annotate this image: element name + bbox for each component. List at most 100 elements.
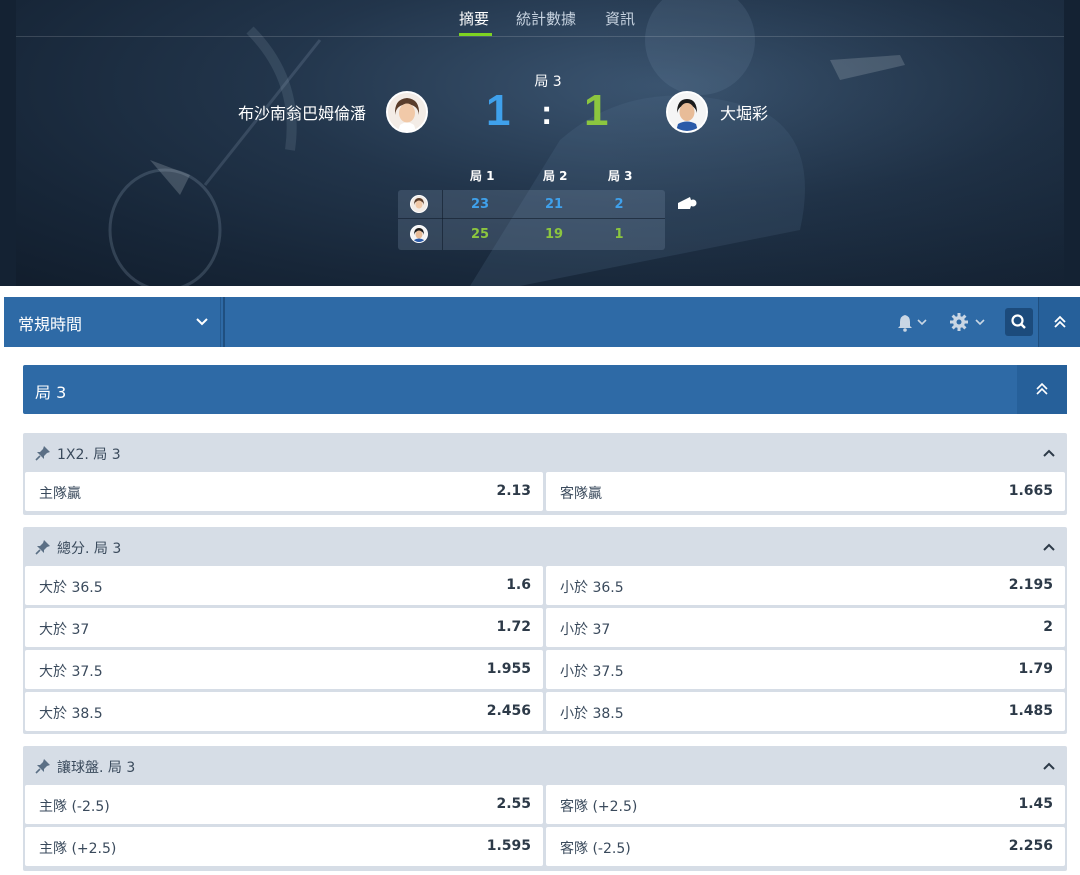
odd-value: 1.485 [1008, 703, 1053, 719]
home-score: 1 [486, 86, 511, 135]
tab-statistics[interactable]: 統計數據 [516, 10, 577, 28]
odd-label: 小於 37.5 [560, 664, 624, 680]
active-tab-underline [459, 33, 492, 36]
chevron-up-icon[interactable] [1041, 539, 1057, 555]
odd-button-under-38-5[interactable]: 小於 38.5 1.485 [546, 692, 1065, 731]
shuttlecock-icon [678, 197, 697, 209]
odd-value: 1.955 [486, 661, 531, 677]
odd-value: 2.456 [486, 703, 531, 719]
away-game2-score: 19 [544, 227, 564, 242]
odd-value: 1.6 [506, 577, 531, 593]
bell-icon [898, 315, 927, 332]
odd-label: 大於 38.5 [39, 706, 103, 722]
notifications-dropdown[interactable] [897, 311, 933, 333]
away-player-avatar [666, 91, 708, 133]
home-player-avatar [386, 91, 428, 133]
odd-value: 2.256 [1008, 838, 1053, 854]
market-group-handicap: 讓球盤. 局 3 主隊 (-2.5) 2.55 客隊 (+2.5) 1.45 主… [23, 746, 1067, 871]
odd-value: 2.55 [496, 796, 531, 812]
odd-label: 客隊贏 [560, 486, 602, 502]
background-player-silhouette [108, 0, 905, 286]
odd-button-under-37-5[interactable]: 小於 37.5 1.79 [546, 650, 1065, 689]
odd-label: 大於 36.5 [39, 580, 103, 596]
odd-value: 2.195 [1008, 577, 1053, 593]
odd-value: 2.13 [496, 483, 531, 499]
odd-label: 小於 37 [560, 622, 611, 638]
market-title: 1X2. 局 3 [57, 447, 121, 463]
pin-icon[interactable] [35, 445, 51, 461]
settings-dropdown[interactable] [949, 311, 991, 333]
scoreboard-header-game1: 局 1 [470, 169, 495, 183]
scoreboard-away-avatar [410, 225, 428, 243]
scoreboard-table: 23 21 2 25 19 1 [398, 190, 665, 250]
current-game-label: 局 3 [534, 74, 562, 90]
away-score: 1 [584, 86, 609, 135]
scoreboard-row-away: 25 19 1 [398, 220, 665, 249]
market-group-total: 總分. 局 3 大於 36.5 1.6 小於 36.5 2.195 大於 37 … [23, 527, 1067, 734]
scoreboard-divider [442, 190, 443, 250]
double-chevron-up-icon [1054, 315, 1066, 328]
odd-button-home-minus-2-5[interactable]: 主隊 (-2.5) 2.55 [25, 785, 543, 824]
odd-value: 1.72 [496, 619, 531, 635]
odd-value: 2 [1043, 619, 1053, 635]
odd-button-under-36-5[interactable]: 小於 36.5 2.195 [546, 566, 1065, 605]
away-game1-score: 25 [470, 227, 490, 242]
odd-button-over-36-5[interactable]: 大於 36.5 1.6 [25, 566, 543, 605]
home-game2-score: 21 [544, 197, 564, 212]
chevron-up-icon[interactable] [1041, 445, 1057, 461]
odd-label: 大於 37.5 [39, 664, 103, 680]
odd-value: 1.595 [486, 838, 531, 854]
double-chevron-up-icon [1036, 382, 1048, 395]
tab-summary[interactable]: 摘要 [459, 10, 490, 28]
odd-button-home-win[interactable]: 主隊贏 2.13 [25, 472, 543, 511]
home-game1-score: 23 [470, 197, 490, 212]
odd-button-away-minus-2-5[interactable]: 客隊 (-2.5) 2.256 [546, 827, 1065, 866]
toolbar-divider [223, 297, 225, 347]
odd-button-over-37[interactable]: 大於 37 1.72 [25, 608, 543, 647]
odd-label: 大於 37 [39, 622, 90, 638]
odd-label: 主隊 (-2.5) [39, 799, 110, 815]
odd-label: 主隊贏 [39, 486, 81, 502]
odd-value: 1.45 [1018, 796, 1053, 812]
period-dropdown[interactable]: 常規時間 [4, 297, 221, 347]
pin-icon[interactable] [35, 758, 51, 774]
game-section-header[interactable]: 局 3 [23, 365, 1067, 414]
odd-label: 小於 36.5 [560, 580, 624, 596]
odd-button-under-37[interactable]: 小於 37 2 [546, 608, 1065, 647]
market-title: 讓球盤. 局 3 [57, 760, 136, 776]
match-tabs: 摘要 統計數據 資訊 [16, 0, 1064, 37]
away-game3-score: 1 [614, 227, 624, 242]
scoreboard-header-game3: 局 3 [608, 169, 633, 183]
market-title: 總分. 局 3 [57, 541, 122, 557]
odd-value: 1.79 [1018, 661, 1053, 677]
chevron-down-icon [196, 318, 208, 326]
odd-button-home-plus-2-5[interactable]: 主隊 (+2.5) 1.595 [25, 827, 543, 866]
hero-edge-left [0, 0, 16, 286]
game-section-label: 局 3 [35, 383, 67, 402]
odd-button-away-win[interactable]: 客隊贏 1.665 [546, 472, 1065, 511]
search-button[interactable] [1005, 308, 1033, 336]
odd-value: 1.665 [1008, 483, 1053, 499]
market-group-1x2: 1X2. 局 3 主隊贏 2.13 客隊贏 1.665 [23, 433, 1067, 515]
collapse-section-button[interactable] [1017, 365, 1067, 414]
gear-icon [950, 313, 985, 331]
chevron-up-icon[interactable] [1041, 758, 1057, 774]
odd-label: 主隊 (+2.5) [39, 841, 117, 857]
scoreboard-header-game2: 局 2 [543, 169, 568, 183]
odd-label: 客隊 (-2.5) [560, 841, 631, 857]
tab-info[interactable]: 資訊 [605, 10, 636, 28]
match-hero: 摘要 統計數據 資訊 局 3 布沙南翁巴姆倫潘 1 : 1 大堀彩 局 1 局 … [0, 0, 1080, 286]
odd-button-over-38-5[interactable]: 大於 38.5 2.456 [25, 692, 543, 731]
hero-edge-right [1064, 0, 1080, 286]
odd-button-away-plus-2-5[interactable]: 客隊 (+2.5) 1.45 [546, 785, 1065, 824]
market-toolbar: 常規時間 [4, 297, 1080, 347]
odd-label: 小於 38.5 [560, 706, 624, 722]
scoreboard-home-avatar [410, 195, 428, 213]
collapse-all-button[interactable] [1038, 297, 1080, 347]
pin-icon[interactable] [35, 539, 51, 555]
scoreboard-row-home: 23 21 2 [398, 190, 665, 219]
score-separator: : [541, 94, 553, 132]
odd-button-over-37-5[interactable]: 大於 37.5 1.955 [25, 650, 543, 689]
period-dropdown-label: 常規時間 [18, 315, 83, 334]
home-game3-score: 2 [614, 197, 624, 212]
